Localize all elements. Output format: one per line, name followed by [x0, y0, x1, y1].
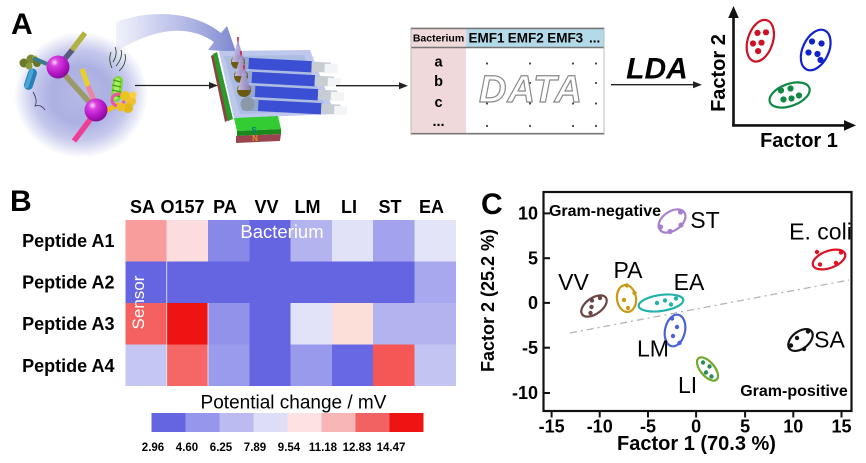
- svg-text:EMF2: EMF2: [508, 31, 544, 46]
- svg-text:11.18: 11.18: [309, 442, 338, 454]
- svg-text:b: b: [434, 74, 443, 90]
- svg-text:PA: PA: [614, 257, 644, 283]
- svg-text:15: 15: [831, 417, 851, 437]
- svg-text:ST: ST: [378, 197, 401, 217]
- svg-text:Factor 1 (70.3 %): Factor 1 (70.3 %): [617, 433, 776, 455]
- svg-text:7.89: 7.89: [244, 442, 266, 454]
- svg-text:LM: LM: [637, 336, 669, 362]
- svg-text:Gram-positive: Gram-positive: [740, 383, 848, 400]
- svg-text:Bacterium: Bacterium: [240, 221, 323, 242]
- svg-text:Factor 1: Factor 1: [760, 130, 838, 152]
- svg-text:LI: LI: [341, 197, 357, 217]
- svg-text:Peptide A2: Peptide A2: [22, 273, 114, 293]
- svg-text:EA: EA: [419, 197, 444, 217]
- svg-text:LM: LM: [295, 197, 321, 217]
- svg-text:Potential change / mV: Potential change / mV: [201, 393, 387, 414]
- svg-text:Gram-negative: Gram-negative: [549, 203, 661, 220]
- svg-text:0: 0: [528, 293, 538, 313]
- svg-text:12.83: 12.83: [343, 442, 372, 454]
- svg-text:10: 10: [783, 417, 803, 437]
- svg-text:PA: PA: [213, 197, 237, 217]
- svg-text:10: 10: [518, 204, 538, 224]
- svg-text:5: 5: [740, 417, 750, 437]
- svg-text:Sensor: Sensor: [129, 275, 148, 329]
- svg-text:-15: -15: [539, 417, 565, 437]
- svg-text:5: 5: [528, 248, 538, 268]
- svg-text:A: A: [11, 8, 33, 41]
- svg-text:E. coli: E. coli: [789, 219, 852, 245]
- svg-text:N: N: [252, 134, 258, 143]
- svg-text:DATA: DATA: [479, 69, 583, 111]
- svg-text:VV: VV: [558, 269, 589, 295]
- svg-text:...: ...: [432, 114, 444, 130]
- svg-text:SA: SA: [130, 197, 155, 217]
- svg-text:EMF3: EMF3: [547, 31, 583, 46]
- svg-text:EMF1: EMF1: [468, 31, 504, 46]
- svg-text:B: B: [10, 185, 32, 218]
- svg-text:Peptide A1: Peptide A1: [22, 231, 114, 251]
- svg-text:Peptide A3: Peptide A3: [22, 314, 114, 334]
- svg-text:SA: SA: [814, 327, 845, 353]
- svg-text:Peptide A4: Peptide A4: [22, 356, 114, 376]
- svg-text:ST: ST: [690, 207, 719, 233]
- svg-text:-10: -10: [587, 417, 613, 437]
- svg-text:4.60: 4.60: [176, 442, 198, 454]
- svg-text:9.54: 9.54: [278, 442, 301, 454]
- svg-text:a: a: [434, 55, 443, 71]
- svg-text:C: C: [481, 188, 503, 221]
- svg-text:0: 0: [691, 417, 701, 437]
- svg-text:...: ...: [589, 31, 600, 46]
- svg-text:LI: LI: [678, 372, 697, 398]
- svg-text:6.25: 6.25: [210, 442, 233, 454]
- svg-text:O157: O157: [160, 197, 204, 217]
- svg-text:Factor 2 (25.2 %): Factor 2 (25.2 %): [478, 229, 498, 372]
- svg-text:EA: EA: [674, 269, 705, 295]
- svg-text:VV: VV: [254, 197, 278, 217]
- svg-text:-5: -5: [640, 417, 656, 437]
- svg-text:c: c: [434, 95, 442, 111]
- svg-text:14.47: 14.47: [377, 442, 406, 454]
- svg-text:Bacterium: Bacterium: [413, 33, 464, 45]
- svg-text:LDA: LDA: [626, 53, 688, 86]
- svg-text:-5: -5: [522, 338, 538, 358]
- svg-text:Factor 2: Factor 2: [708, 34, 730, 112]
- svg-text:2.96: 2.96: [142, 442, 164, 454]
- svg-text:S: S: [251, 126, 257, 135]
- svg-text:-10: -10: [512, 383, 538, 403]
